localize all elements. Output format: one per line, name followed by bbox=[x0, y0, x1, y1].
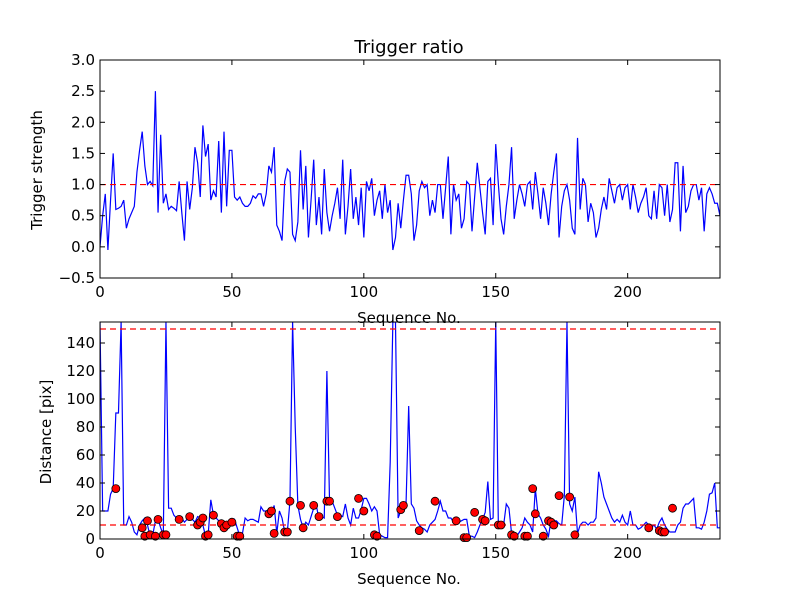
data-point-marker bbox=[430, 496, 440, 506]
x-tick-label: 200 bbox=[613, 544, 642, 562]
data-point-marker bbox=[314, 512, 324, 521]
x-tick-label: 150 bbox=[481, 544, 510, 562]
data-point-marker bbox=[570, 530, 580, 540]
series-line bbox=[100, 322, 720, 539]
x-tick-label: 50 bbox=[222, 283, 241, 301]
data-point-marker bbox=[185, 512, 195, 521]
data-point-marker bbox=[538, 531, 548, 541]
plot-frame bbox=[99, 59, 721, 279]
data-point-marker bbox=[523, 531, 532, 541]
y-tick-label: 1.5 bbox=[71, 144, 95, 162]
data-point-marker bbox=[496, 520, 506, 530]
y-tick-label: 2.0 bbox=[71, 113, 95, 131]
y-tick-label: 40 bbox=[76, 474, 95, 492]
data-point-marker bbox=[203, 530, 213, 540]
data-point-marker bbox=[372, 531, 382, 541]
data-point-marker bbox=[644, 523, 654, 533]
data-point-marker bbox=[509, 531, 519, 541]
y-tick-label: 20 bbox=[76, 502, 95, 520]
data-point-marker bbox=[333, 512, 342, 521]
data-point-marker bbox=[480, 516, 490, 526]
data-point-marker bbox=[451, 516, 461, 526]
y-tick-label: 2.5 bbox=[71, 82, 95, 100]
data-point-marker bbox=[528, 484, 538, 494]
x-tick-label: 150 bbox=[481, 283, 510, 301]
x-tick-label: 50 bbox=[222, 544, 241, 562]
data-point-marker bbox=[309, 500, 319, 510]
y-tick-label: 1.0 bbox=[71, 176, 95, 194]
data-point-marker bbox=[282, 527, 292, 537]
y-tick-label: 60 bbox=[76, 446, 95, 464]
distance-chart: Sequence No. Distance [pix] 0 50 100 150 200… bbox=[37, 321, 721, 588]
data-point-marker bbox=[209, 510, 218, 520]
data-point-marker bbox=[554, 491, 564, 501]
data-point-marker bbox=[660, 527, 669, 537]
x-axis-label: Sequence No. bbox=[357, 570, 461, 588]
data-point-marker bbox=[399, 500, 408, 510]
data-point-marker bbox=[153, 515, 163, 524]
data-point-marker bbox=[354, 493, 363, 503]
data-point-marker bbox=[235, 531, 245, 541]
y-axis-label: Distance [pix] bbox=[37, 380, 55, 485]
y-tick-label: 0 bbox=[85, 530, 95, 548]
data-point-marker bbox=[359, 506, 369, 516]
data-point-marker bbox=[174, 515, 184, 524]
x-tick-label: 0 bbox=[95, 544, 105, 562]
data-point-marker bbox=[285, 496, 295, 506]
data-point-marker bbox=[565, 492, 575, 502]
y-tick-label: 80 bbox=[76, 418, 95, 436]
data-point-marker bbox=[227, 517, 237, 527]
data-point-marker bbox=[414, 526, 424, 535]
data-point-marker bbox=[298, 523, 308, 533]
x-axis-label: Sequence No. bbox=[357, 309, 461, 327]
series-line bbox=[100, 91, 720, 251]
data-point-marker bbox=[325, 496, 334, 506]
data-point-marker bbox=[111, 484, 121, 494]
data-point-marker bbox=[530, 509, 540, 519]
data-point-marker bbox=[549, 520, 559, 530]
data-point-marker bbox=[462, 533, 472, 542]
data-point-marker bbox=[269, 529, 279, 538]
data-point-marker bbox=[267, 506, 276, 516]
data-point-marker bbox=[143, 516, 152, 526]
data-point-marker bbox=[161, 530, 171, 540]
y-tick-label: 120 bbox=[66, 362, 95, 380]
x-tick-label: 100 bbox=[350, 544, 379, 562]
trigger-ratio-chart: Trigger ratio Sequence No. Trigger stren… bbox=[28, 37, 721, 327]
data-point-marker bbox=[470, 508, 480, 517]
y-tick-label: −0.5 bbox=[59, 269, 95, 287]
chart-title: Trigger ratio bbox=[353, 37, 463, 58]
data-point-marker bbox=[668, 503, 677, 513]
plot-frame bbox=[99, 321, 721, 540]
y-tick-label: 3.0 bbox=[71, 51, 95, 69]
data-point-marker bbox=[296, 500, 305, 510]
data-point-marker bbox=[137, 523, 147, 533]
x-tick-label: 0 bbox=[95, 283, 105, 301]
y-tick-label: 0.5 bbox=[71, 207, 95, 225]
y-tick-label: 100 bbox=[66, 390, 95, 408]
y-tick-label: 140 bbox=[66, 334, 95, 352]
x-tick-label: 100 bbox=[350, 283, 379, 301]
y-tick-label: 0.0 bbox=[71, 238, 95, 256]
y-axis-label: Trigger strength bbox=[28, 110, 46, 231]
data-point-marker bbox=[198, 513, 208, 523]
x-tick-label: 200 bbox=[613, 283, 642, 301]
